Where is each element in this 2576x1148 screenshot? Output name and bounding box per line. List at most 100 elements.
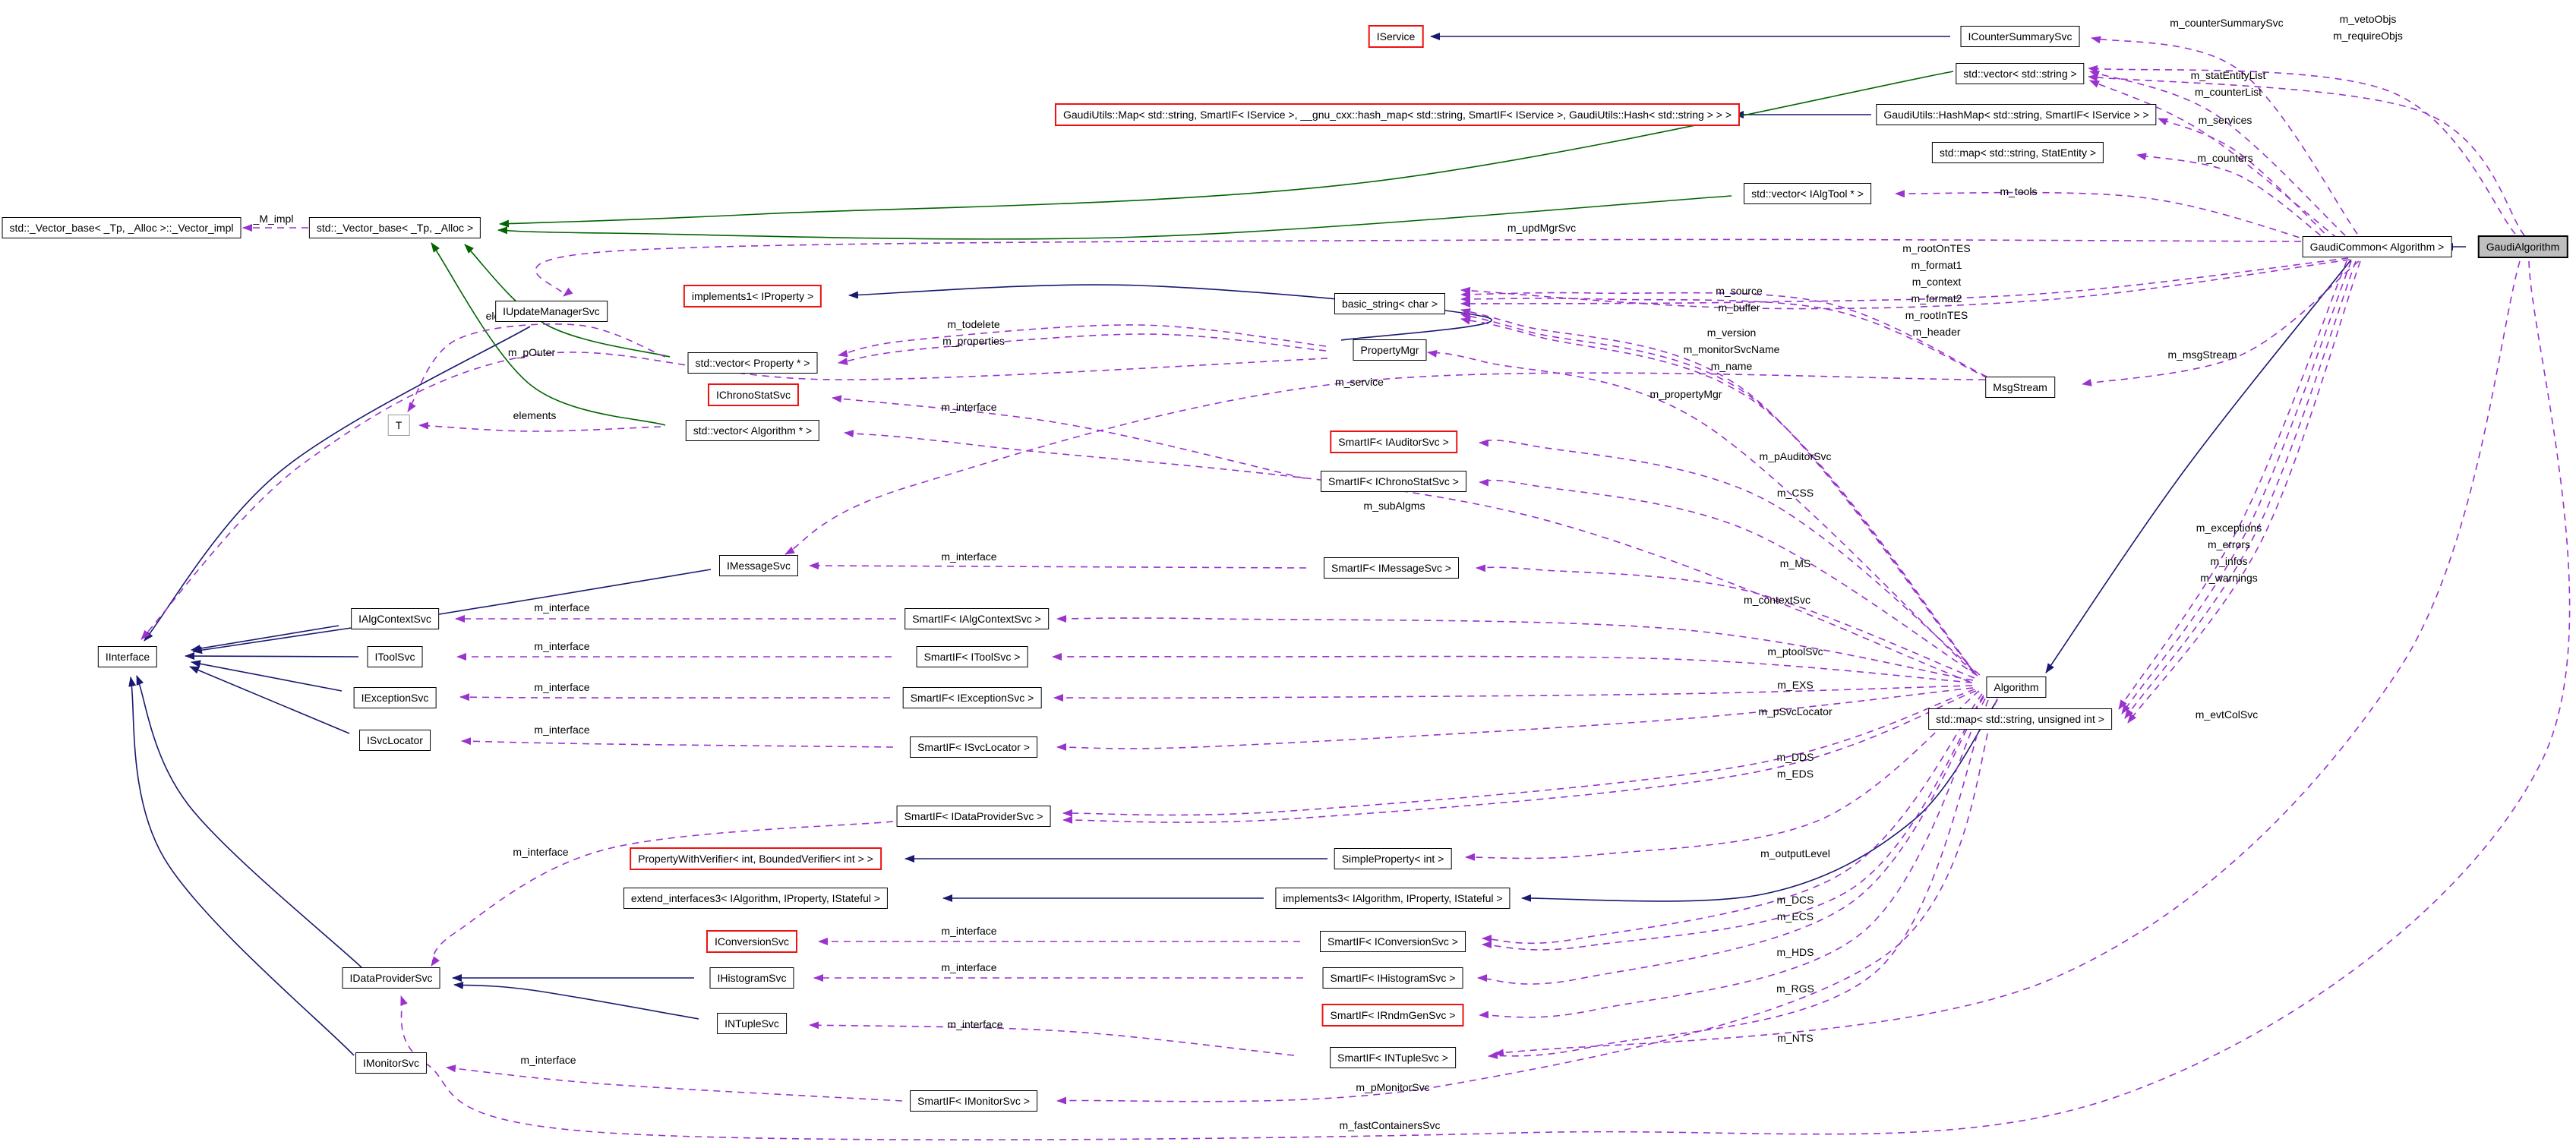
edge-label-line: m_contextSvc bbox=[1744, 594, 1810, 606]
edge-label-line: m_updMgrSvc bbox=[1507, 222, 1577, 234]
class-node-bstring[interactable]: basic_string< char > bbox=[1334, 293, 1446, 314]
class-node-propmgr[interactable]: PropertyMgr bbox=[1353, 339, 1427, 361]
class-node-alg[interactable]: Algorithm bbox=[1986, 676, 2047, 698]
edge-label-line: m_propertyMgr bbox=[1649, 388, 1722, 400]
edge-inherit-7 bbox=[191, 625, 339, 652]
class-node-vecprop[interactable]: std::vector< Property * > bbox=[687, 352, 818, 374]
class-node-iservice[interactable]: IService bbox=[1368, 25, 1424, 48]
edge-label-l_evtcol: m_evtColSvc bbox=[2196, 706, 2258, 723]
edge-label-l_int_ntup: m_interface bbox=[947, 1016, 1002, 1033]
class-node-idps[interactable]: IDataProviderSvc bbox=[342, 967, 440, 989]
class-node-t[interactable]: T bbox=[387, 415, 410, 436]
class-node-ichrono[interactable]: IChronoStatSvc bbox=[707, 383, 800, 406]
class-node-mapstat[interactable]: std::map< std::string, StatEntity > bbox=[1931, 142, 2104, 163]
edge-usage-l_nts bbox=[1488, 699, 1989, 1059]
edge-usage-l_int_mon bbox=[446, 1064, 903, 1102]
edge-label-l_int_mon: m_interface bbox=[520, 1052, 576, 1068]
edge-label-line: m_source bbox=[1716, 285, 1763, 297]
class-node-iinterface[interactable]: IInterface bbox=[97, 646, 158, 667]
class-node-mapuint[interactable]: std::map< std::string, unsigned int > bbox=[1928, 708, 2112, 730]
class-node-impl1[interactable]: implements1< IProperty > bbox=[683, 285, 822, 308]
edge-label-line: m_monitorSvcName bbox=[1683, 343, 1780, 355]
edge-label-line: m_CSS bbox=[1776, 487, 1814, 499]
class-node-smtool[interactable]: SmartIF< IToolSvc > bbox=[916, 646, 1028, 667]
edge-label-line: m_version bbox=[1706, 326, 1757, 339]
class-node-smchrono[interactable]: SmartIF< IChronoStatSvc > bbox=[1321, 471, 1466, 492]
edge-label-line: m_errors bbox=[2207, 538, 2251, 550]
class-node-ghashmap[interactable]: GaudiUtils::HashMap< std::string, SmartI… bbox=[1876, 104, 2157, 125]
edge-label-l_int2: m_interface bbox=[534, 638, 589, 654]
edge-label-l_int_msg: m_interface bbox=[941, 548, 996, 565]
edge-usage-l_msgstream bbox=[2082, 260, 2360, 386]
edge-label-line: m_statEntityList bbox=[2190, 69, 2266, 81]
edge-label-line: m_exceptions bbox=[2196, 522, 2262, 534]
edge-usage-l_ms bbox=[1476, 564, 1975, 679]
edge-usage-l_veto bbox=[2088, 65, 2516, 235]
edge-label-l_mimpl: _M_impl bbox=[254, 210, 294, 227]
class-node-gmap[interactable]: GaudiUtils::Map< std::string, SmartIF< I… bbox=[1054, 103, 1741, 126]
class-node-gcommon[interactable]: GaudiCommon< Algorithm > bbox=[2302, 236, 2452, 257]
edge-label-l_dcs: m_DCS m_ECS bbox=[1776, 891, 1814, 925]
class-node-isvcloc[interactable]: ISvcLocator bbox=[359, 730, 431, 751]
class-node-vectool[interactable]: std::vector< IAlgTool * > bbox=[1744, 183, 1871, 204]
class-node-vecbase[interactable]: std::_Vector_base< _Tp, _Alloc > bbox=[308, 217, 481, 238]
class-node-galg[interactable]: GaudiAlgorithm bbox=[2477, 235, 2568, 258]
edge-label-line: m_rootInTES bbox=[1905, 309, 1968, 321]
class-node-imon[interactable]: IMonitorSvc bbox=[355, 1052, 427, 1074]
edge-label-line: m_msgStream bbox=[2167, 348, 2237, 361]
edge-label-line: m_pAuditorSvc bbox=[1759, 450, 1832, 462]
edge-label-line: m_buffer bbox=[1718, 301, 1760, 314]
class-node-smauditor[interactable]: SmartIF< IAuditorSvc > bbox=[1330, 430, 1457, 453]
class-node-iconv[interactable]: IConversionSvc bbox=[706, 930, 798, 953]
class-node-simpprop[interactable]: SimpleProperty< int > bbox=[1334, 848, 1452, 869]
edge-label-line: m_interface bbox=[520, 1054, 576, 1066]
class-node-smconv[interactable]: SmartIF< IConversionSvc > bbox=[1320, 931, 1466, 952]
class-node-itoolsvc[interactable]: IToolSvc bbox=[367, 646, 423, 667]
class-node-iupdate[interactable]: IUpdateManagerSvc bbox=[495, 301, 608, 322]
class-node-ialgctx[interactable]: IAlgContextSvc bbox=[351, 608, 439, 629]
edge-label-line: m_context bbox=[1911, 276, 1962, 288]
edge-label-line: m_infos bbox=[2210, 555, 2248, 567]
edge-usage-33 bbox=[2121, 260, 2352, 714]
edge-label-l_paud: m_pAuditorSvc bbox=[1760, 448, 1832, 465]
edge-usage-l_dcs bbox=[1482, 693, 1983, 945]
class-node-smexcept[interactable]: SmartIF< IExceptionSvc > bbox=[902, 687, 1042, 708]
class-node-msgstream[interactable]: MsgStream bbox=[1985, 377, 2055, 398]
edge-usage-l_pmon bbox=[1056, 698, 1998, 1105]
class-node-vecimpl[interactable]: std::_Vector_base< _Tp, _Alloc >::_Vecto… bbox=[2, 217, 242, 238]
edge-label-l_msgstream: m_msgStream bbox=[2167, 346, 2237, 363]
class-node-ihisto[interactable]: IHistogramSvc bbox=[709, 967, 794, 989]
edge-usage-l_int_ntup bbox=[809, 1021, 1295, 1056]
class-node-smalgctx[interactable]: SmartIF< IAlgContextSvc > bbox=[904, 608, 1049, 629]
edge-label-l_psvcloc: m_pSvcLocator bbox=[1758, 703, 1832, 720]
edge-label-line: m_pMonitorSvc bbox=[1356, 1081, 1430, 1093]
edge-usage-l_css bbox=[1479, 478, 1978, 676]
edge-label-l_rgs: m_RGS bbox=[1776, 980, 1814, 997]
class-node-smsvcloc[interactable]: SmartIF< ISvcLocator > bbox=[910, 736, 1037, 758]
class-node-smdps[interactable]: SmartIF< IDataProviderSvc > bbox=[896, 806, 1051, 827]
edge-label-l_int4: m_interface bbox=[534, 721, 589, 738]
edge-label-l_statlist: m_statEntityList m_counterList bbox=[2191, 67, 2266, 100]
edge-label-l_version: m_version m_monitorSvcName m_name bbox=[1684, 324, 1780, 374]
class-node-ext3[interactable]: extend_interfaces3< IAlgorithm, IPropert… bbox=[623, 888, 889, 909]
class-node-smntup[interactable]: SmartIF< INTupleSvc > bbox=[1330, 1047, 1456, 1068]
edge-label-line: m_DCS bbox=[1776, 894, 1814, 906]
class-node-smhisto[interactable]: SmartIF< IHistogramSvc > bbox=[1322, 967, 1463, 989]
class-node-smmsg[interactable]: SmartIF< IMessageSvc > bbox=[1324, 557, 1459, 579]
edge-label-line: elements bbox=[513, 409, 557, 421]
class-node-icsummary[interactable]: ICounterSummarySvc bbox=[1960, 26, 2080, 47]
class-node-pwv[interactable]: PropertyWithVerifier< int, BoundedVerifi… bbox=[630, 847, 882, 870]
class-node-iexcept[interactable]: IExceptionSvc bbox=[353, 687, 437, 708]
class-node-intuple[interactable]: INTupleSvc bbox=[717, 1013, 787, 1034]
edge-label-line: m_properties bbox=[942, 335, 1005, 347]
edge-label-line: m_EXS bbox=[1777, 679, 1814, 691]
class-node-smmon[interactable]: SmartIF< IMonitorSvc > bbox=[910, 1090, 1037, 1112]
class-node-smrndm[interactable]: SmartIF< IRndmGenSvc > bbox=[1321, 1004, 1464, 1027]
class-node-imsgsvc[interactable]: IMessageSvc bbox=[718, 555, 799, 576]
class-node-impl3[interactable]: implements3< IAlgorithm, IProperty, ISta… bbox=[1275, 888, 1511, 909]
class-node-vecstr[interactable]: std::vector< std::string > bbox=[1956, 63, 2085, 84]
edge-usage-l_paud bbox=[1479, 439, 1981, 676]
class-node-vecalg[interactable]: std::vector< Algorithm * > bbox=[685, 420, 820, 441]
edge-label-l_int_chrono: m_interface bbox=[941, 399, 996, 415]
edge-label-line: m_interface bbox=[513, 846, 569, 858]
